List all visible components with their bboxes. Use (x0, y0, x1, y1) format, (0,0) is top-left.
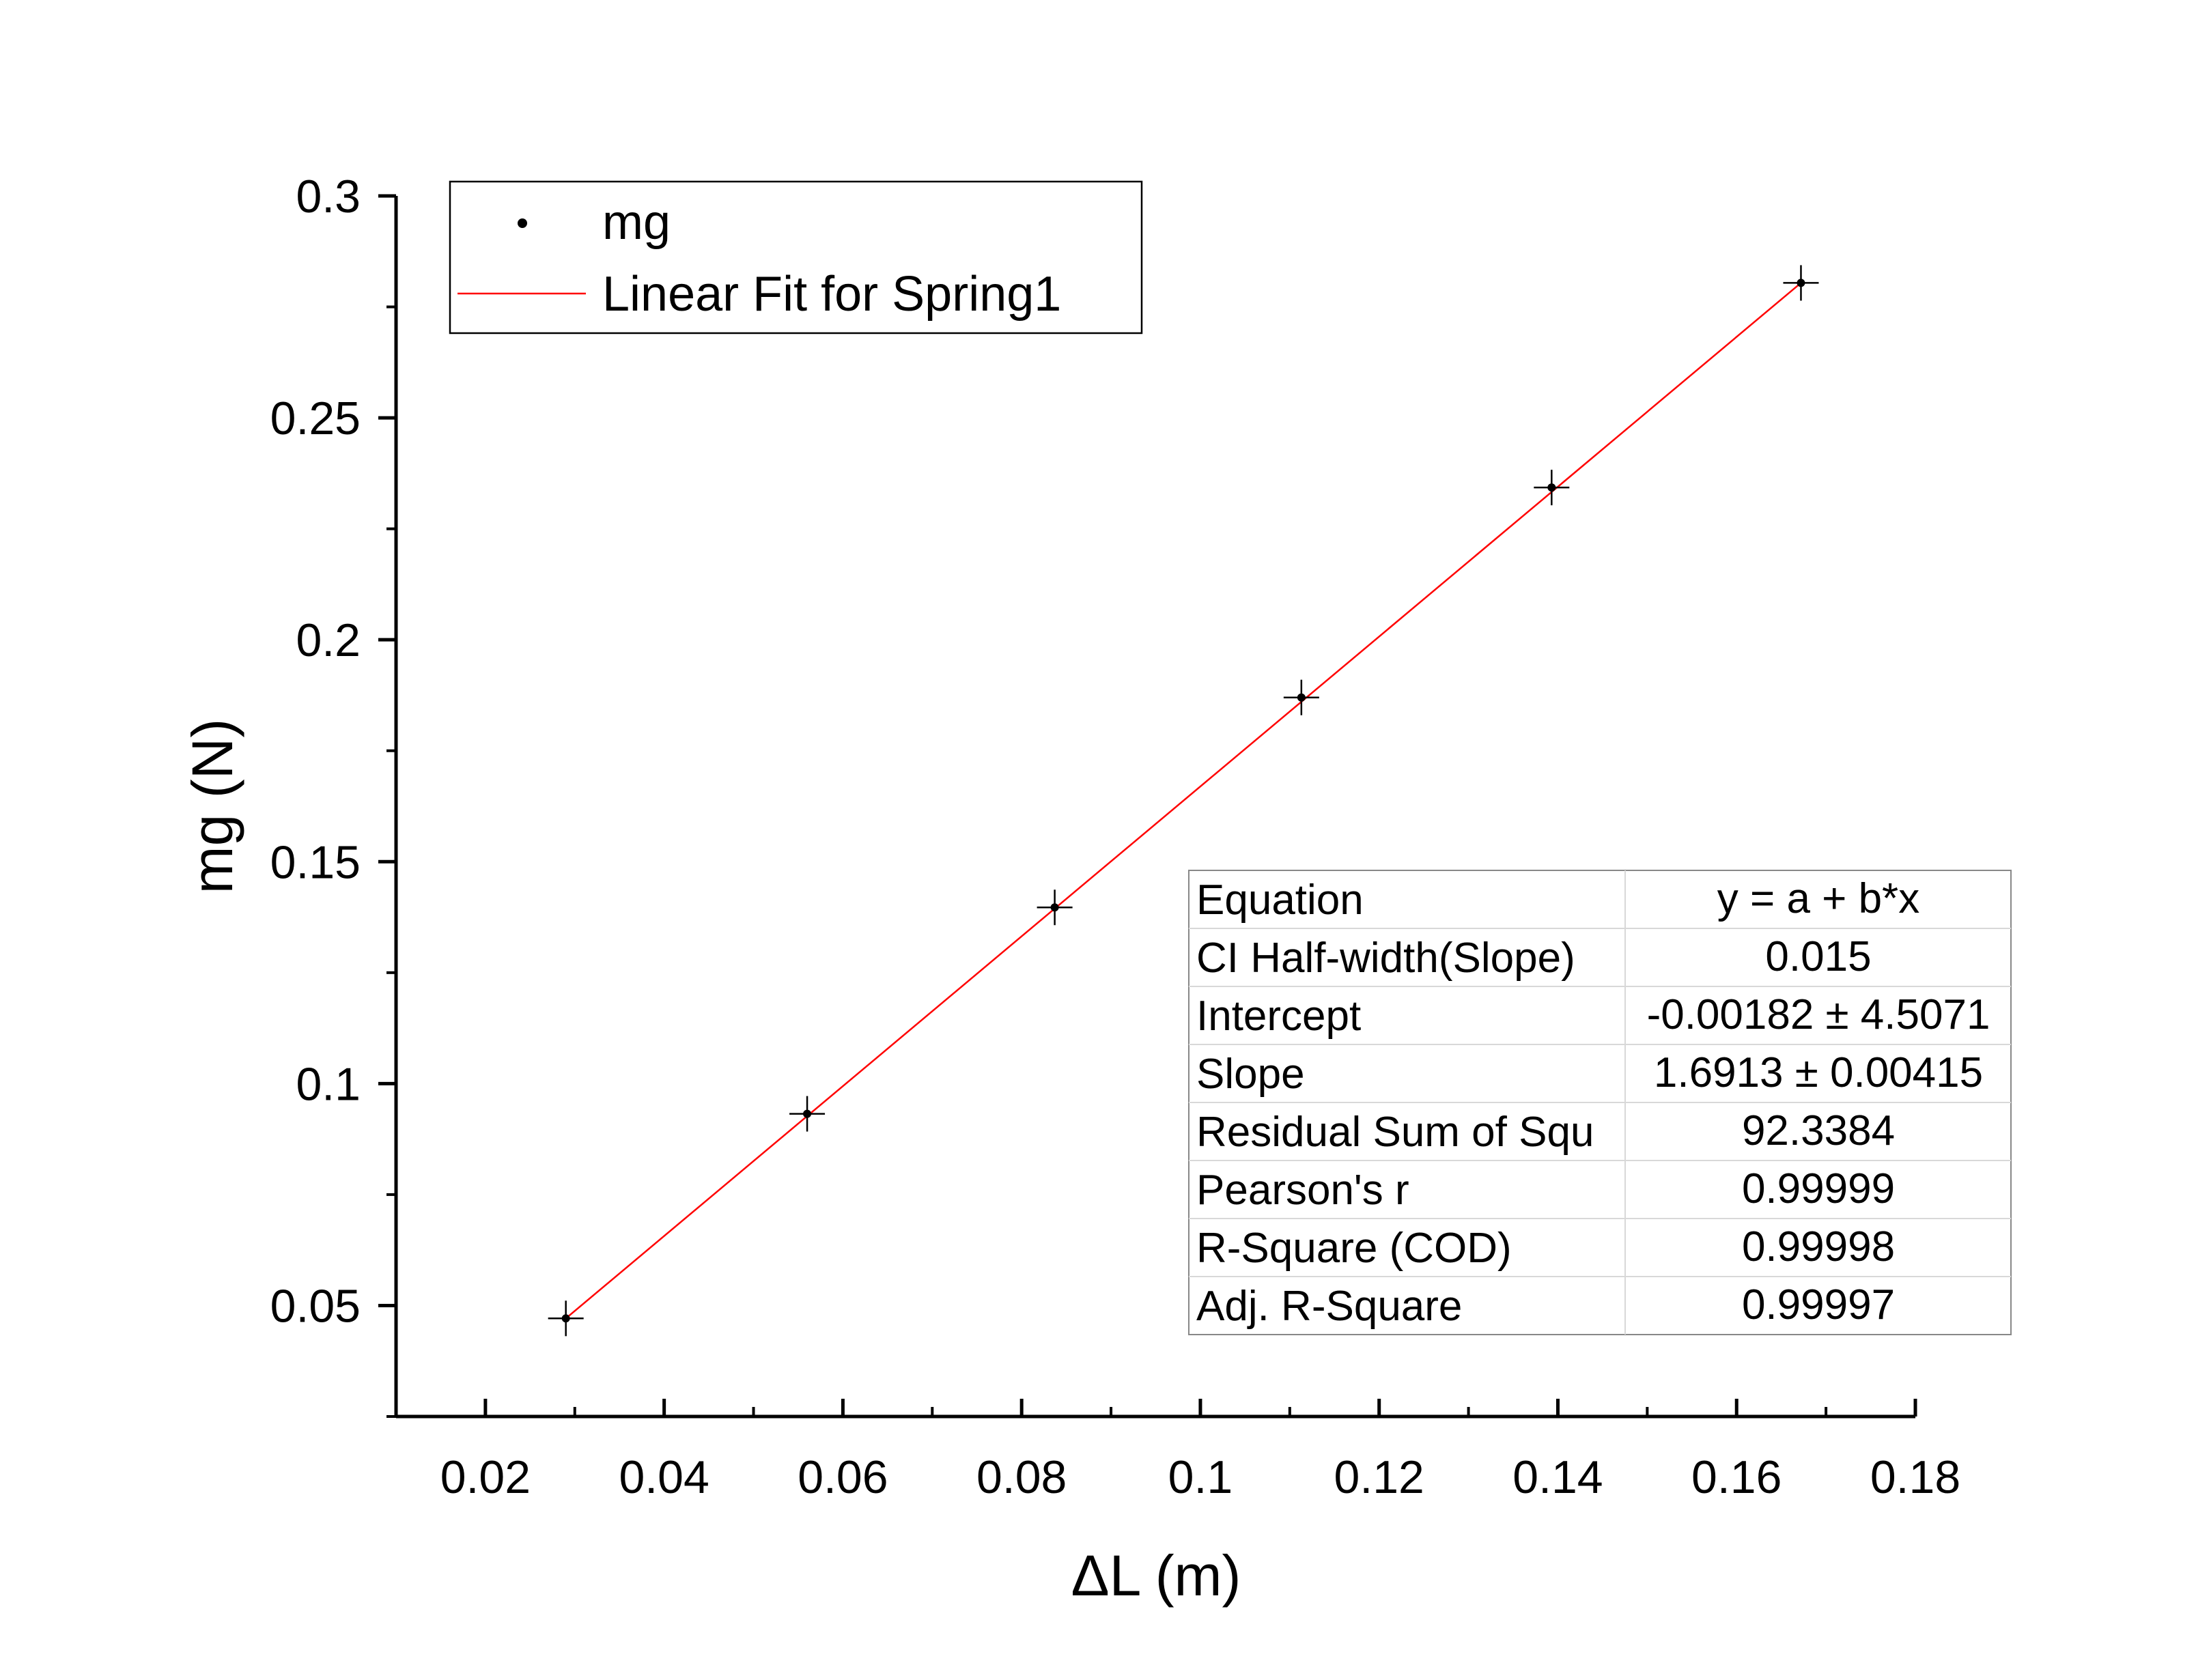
fit-table-label: Intercept (1196, 993, 1361, 1040)
fit-table-value: 0.99999 (1742, 1165, 1895, 1212)
y-ticks: 0.05 0.1 0.15 0.2 0.25 0.3 (270, 171, 396, 1418)
axes: 0.02 0.04 0.06 0.08 0.1 0.12 0.14 0.16 0.18 0.05… (270, 171, 1961, 1503)
data-point (1783, 265, 1819, 301)
y-tick-label: 0.05 (270, 1280, 361, 1332)
y-tick-label: 0.15 (270, 836, 361, 888)
legend-label-mg: mg (602, 195, 671, 250)
fit-line (565, 282, 1802, 1320)
fit-table-label: Residual Sum of Squ (1196, 1109, 1594, 1156)
y-axis-label: mg (N) (180, 719, 244, 894)
fit-table-value: 1.6913 ± 0.00415 (1654, 1049, 1983, 1096)
data-point (1283, 679, 1319, 715)
y-tick-label: 0.2 (296, 614, 361, 666)
data-points (548, 265, 1819, 1337)
x-tick-label: 0.08 (976, 1451, 1067, 1503)
y-tick-label: 0.25 (270, 393, 361, 444)
legend: mg Linear Fit for Spring1 (449, 180, 1143, 334)
data-point (1037, 889, 1073, 926)
fit-table-value: 92.3384 (1742, 1107, 1895, 1154)
x-tick-label: 0.04 (619, 1451, 709, 1503)
x-tick-label: 0.06 (798, 1451, 888, 1503)
fit-table-value: 0.015 (1765, 933, 1871, 980)
fit-table-value: y = a + b*x (1717, 875, 1919, 922)
x-tick-label: 0.1 (1168, 1451, 1233, 1503)
data-point (548, 1300, 584, 1337)
fit-table-label: R-Square (COD) (1196, 1225, 1512, 1272)
fit-table-value: -0.00182 ± 4.5071 (1647, 991, 1990, 1038)
fit-table-label: CI Half-width(Slope) (1196, 935, 1575, 982)
y-tick-label: 0.1 (296, 1058, 361, 1110)
fit-table-label: Equation (1196, 877, 1364, 924)
legend-marker-mg (518, 218, 527, 228)
x-ticks: 0.02 0.04 0.06 0.08 0.1 0.12 0.14 0.16 0.18 (395, 1399, 1960, 1503)
fit-results-table: Equation y = a + b*x CI Half-width(Slope) 0… (1188, 870, 2012, 1335)
x-tick-label: 0.12 (1334, 1451, 1424, 1503)
fit-table-value: 0.99998 (1742, 1223, 1895, 1270)
y-tick-label: 0.3 (296, 171, 361, 223)
x-tick-label: 0.18 (1870, 1451, 1960, 1503)
legend-box (449, 180, 1143, 334)
x-tick-label: 0.14 (1512, 1451, 1603, 1503)
fit-table-label: Pearson's r (1196, 1167, 1409, 1214)
fit-table-label: Adj. R-Square (1196, 1283, 1462, 1330)
fit-line-group (565, 282, 1802, 1320)
data-point (789, 1096, 826, 1132)
x-tick-label: 0.02 (440, 1451, 531, 1503)
data-point (1534, 470, 1570, 506)
x-axis-label: ΔL (m) (1071, 1543, 1241, 1608)
fit-table-value: 0.99997 (1742, 1281, 1895, 1328)
legend-label-fit: Linear Fit for Spring1 (602, 267, 1061, 322)
x-tick-label: 0.16 (1691, 1451, 1782, 1503)
fit-table-label: Slope (1196, 1051, 1305, 1098)
